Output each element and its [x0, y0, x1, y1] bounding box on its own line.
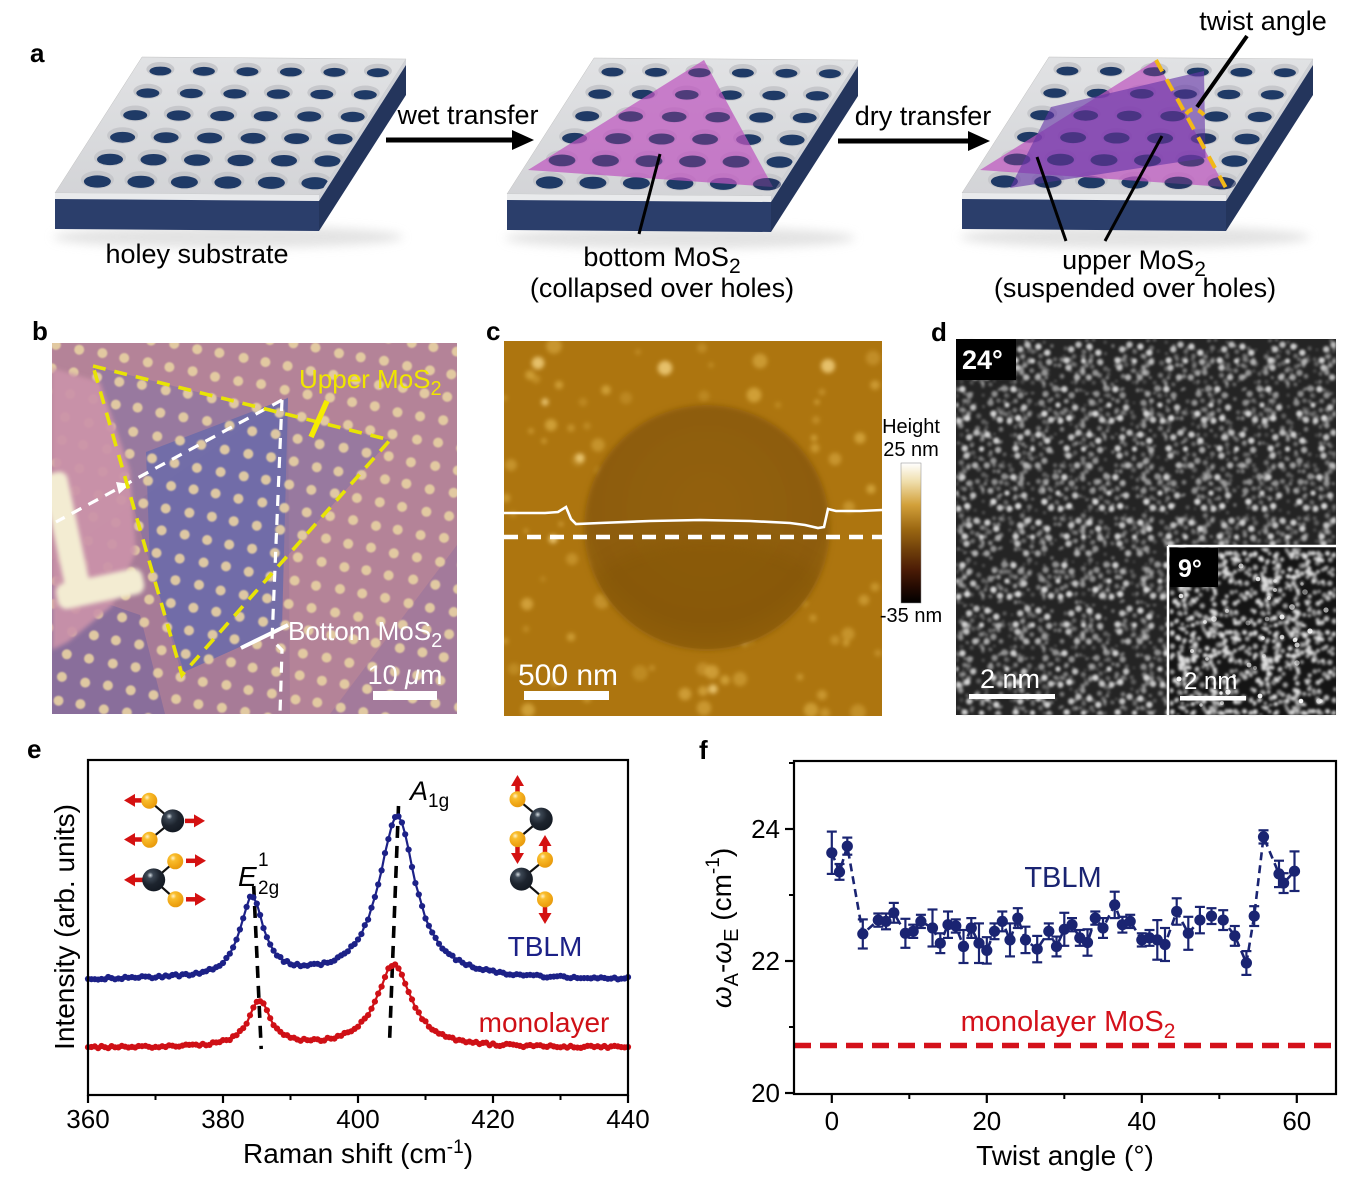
svg-text:dry transfer: dry transfer — [855, 101, 992, 131]
svg-text:(collapsed over holes): (collapsed over holes) — [530, 273, 794, 303]
svg-text:Height: Height — [882, 416, 940, 438]
svg-text:2 nm: 2 nm — [980, 664, 1040, 694]
svg-text:500 nm: 500 nm — [518, 659, 618, 692]
svg-text:400: 400 — [336, 1104, 379, 1134]
svg-text:22: 22 — [751, 946, 780, 976]
svg-text:0: 0 — [825, 1106, 839, 1136]
svg-text:60: 60 — [1282, 1106, 1311, 1136]
svg-text:24: 24 — [751, 814, 780, 844]
svg-text:ωA-ωE (cm-1): ωA-ωE (cm-1) — [703, 848, 743, 1008]
svg-text:TBLM: TBLM — [1024, 862, 1101, 894]
svg-text:wet transfer: wet transfer — [396, 100, 538, 130]
svg-text:holey substrate: holey substrate — [105, 239, 288, 269]
svg-text:(suspended over holes): (suspended over holes) — [994, 273, 1276, 303]
svg-text:20: 20 — [751, 1078, 780, 1108]
svg-text:25 nm: 25 nm — [883, 439, 939, 461]
svg-text:monolayer: monolayer — [479, 1007, 610, 1038]
svg-text:-35 nm: -35 nm — [880, 605, 942, 627]
svg-text:monolayer MoS2: monolayer MoS2 — [961, 1006, 1176, 1043]
svg-text:360: 360 — [66, 1104, 109, 1134]
svg-text:d: d — [931, 317, 947, 347]
svg-text:1: 1 — [258, 850, 269, 871]
svg-text:420: 420 — [471, 1104, 514, 1134]
svg-text:Twist angle (°): Twist angle (°) — [976, 1140, 1154, 1171]
svg-text:c: c — [486, 316, 500, 346]
svg-text:40: 40 — [1127, 1106, 1156, 1136]
svg-text:9°: 9° — [1178, 555, 1202, 583]
svg-text:Raman shift (cm-1): Raman shift (cm-1) — [243, 1137, 473, 1169]
svg-text:Intensity (arb. units): Intensity (arb. units) — [49, 804, 80, 1050]
svg-text:24°: 24° — [962, 345, 1003, 375]
svg-text:E: E — [238, 861, 257, 892]
svg-text:A1g: A1g — [408, 776, 449, 812]
svg-text:380: 380 — [201, 1104, 244, 1134]
svg-text:e: e — [27, 734, 41, 764]
svg-text:10 μm: 10 μm — [368, 660, 443, 690]
svg-text:twist angle: twist angle — [1199, 6, 1327, 36]
svg-text:440: 440 — [606, 1104, 649, 1134]
svg-text:TBLM: TBLM — [508, 931, 583, 962]
svg-text:a: a — [30, 38, 45, 68]
svg-text:f: f — [699, 735, 708, 765]
svg-text:20: 20 — [972, 1106, 1001, 1136]
svg-text:2g: 2g — [258, 878, 279, 899]
svg-text:b: b — [32, 316, 48, 346]
svg-text:2 nm: 2 nm — [1184, 668, 1237, 695]
